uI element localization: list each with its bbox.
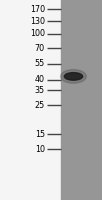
Text: 35: 35 bbox=[35, 86, 45, 95]
Bar bbox=[0, 0, 61, 200]
Text: 130: 130 bbox=[30, 17, 45, 25]
Ellipse shape bbox=[64, 73, 83, 80]
Text: 40: 40 bbox=[35, 75, 45, 84]
Bar bbox=[61, 0, 102, 200]
Text: 70: 70 bbox=[35, 44, 45, 53]
Text: 15: 15 bbox=[35, 130, 45, 139]
Ellipse shape bbox=[61, 70, 86, 83]
Text: 55: 55 bbox=[35, 59, 45, 68]
Text: 10: 10 bbox=[35, 145, 45, 154]
Text: 170: 170 bbox=[30, 4, 45, 14]
Text: 100: 100 bbox=[30, 29, 45, 38]
Text: 25: 25 bbox=[35, 101, 45, 110]
